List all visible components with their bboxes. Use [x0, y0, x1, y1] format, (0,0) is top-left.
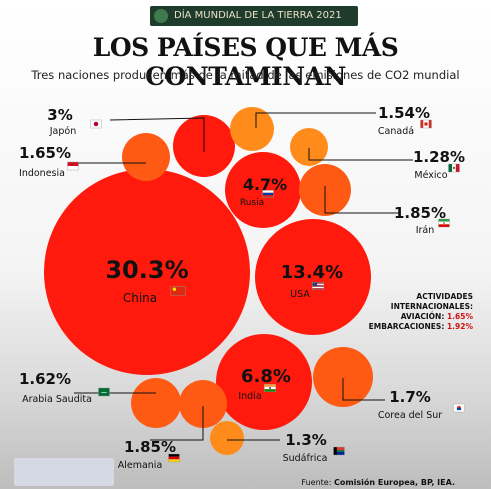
value-label-arabia-saudita: 1.62% — [19, 370, 71, 388]
country-label-alemania: Alemania — [118, 460, 163, 471]
leader-line-iran — [324, 186, 400, 214]
bubble-india — [216, 334, 312, 430]
note-line-1: ACTIVIDADES — [416, 292, 473, 301]
bubble-china — [44, 169, 250, 375]
value-label-usa: 13.4% — [281, 262, 343, 283]
bubble-corea-del-sur — [313, 347, 373, 407]
country-label-japon: Japón — [49, 126, 77, 137]
usa-flag-icon — [312, 282, 324, 291]
note-aviation: AVIACIÓN: 1.65% — [369, 312, 473, 322]
saudi-arabia-flag-icon — [98, 387, 110, 397]
south-korea-flag-icon — [453, 403, 465, 413]
aviation-value: 1.65% — [446, 312, 473, 321]
bubble-rusia — [225, 152, 301, 228]
bubble-usa — [255, 219, 371, 335]
bubble-alemania — [179, 380, 227, 428]
leader-line-corea-del-sur — [342, 378, 385, 401]
source-text: Comisión Europea, BP, IEA. — [333, 478, 455, 487]
china-flag-icon — [170, 286, 186, 297]
leader-line-mexico — [308, 148, 413, 161]
leader-line-canada — [255, 112, 376, 128]
value-label-japon: 3% — [47, 106, 72, 124]
bubble-indonesia — [122, 133, 170, 181]
leaf-icon — [154, 9, 168, 23]
note-line-2: INTERNACIONALES: — [390, 302, 473, 311]
country-label-sudafrica: Sudáfrica — [283, 453, 328, 464]
banner-text: DÍA MUNDIAL DE LA TIERRA 2021 — [174, 10, 342, 21]
value-label-alemania: 1.85% — [124, 438, 176, 456]
value-label-indonesia: 1.65% — [19, 144, 71, 162]
value-label-mexico: 1.28% — [413, 148, 465, 166]
international-activities-note: ACTIVIDADES INTERNACIONALES: AVIACIÓN: 1… — [369, 292, 473, 332]
south-africa-flag-icon — [333, 446, 345, 456]
value-label-corea-del-sur: 1.7% — [389, 388, 431, 406]
bubble-mexico — [290, 128, 328, 166]
note-shipping: EMBARCACIONES: 1.92% — [369, 322, 473, 332]
leader-line-alemania — [150, 406, 204, 441]
country-label-china: China — [123, 291, 157, 305]
india-flag-icon — [264, 384, 276, 393]
mexico-flag-icon — [448, 163, 460, 173]
japan-flag-icon — [90, 119, 102, 129]
aviation-label: AVIACIÓN: — [400, 312, 445, 321]
event-banner: DÍA MUNDIAL DE LA TIERRA 2021 — [150, 6, 358, 26]
value-label-india: 6.8% — [241, 366, 291, 387]
country-label-mexico: México — [414, 170, 447, 181]
country-label-iran: Irán — [416, 225, 435, 236]
value-label-canada: 1.54% — [378, 104, 430, 122]
country-label-india: India — [238, 391, 261, 402]
canada-flag-icon — [420, 119, 432, 129]
value-label-iran: 1.85% — [394, 204, 446, 222]
value-label-sudafrica: 1.3% — [285, 431, 327, 449]
indonesia-flag-icon — [67, 161, 79, 171]
country-label-corea-del-sur: Corea del Sur — [378, 410, 442, 421]
russia-flag-icon — [262, 190, 274, 198]
chart-subtitle: Tres naciones producen más de la mitad d… — [31, 68, 460, 82]
shipping-value: 1.92% — [446, 322, 473, 331]
source-prefix: Fuente: — [301, 478, 332, 487]
country-label-canada: Canadá — [378, 126, 414, 137]
country-label-usa: USA — [290, 289, 310, 300]
chart-title: LOS PAÍSES QUE MÁS CONTAMINAN — [92, 33, 399, 91]
shipping-label: EMBARCACIONES: — [368, 322, 445, 331]
country-label-rusia: Rusia — [240, 198, 264, 208]
germany-flag-icon — [168, 453, 180, 463]
country-label-indonesia: Indonesia — [19, 168, 65, 179]
iran-flag-icon — [438, 218, 450, 228]
bubble-sudafrica — [210, 421, 244, 455]
value-label-rusia: 4.7% — [243, 175, 287, 194]
bubble-arabia-saudita — [131, 378, 181, 428]
bubble-canada — [230, 107, 274, 151]
source-credit: Fuente: Comisión Europea, BP, IEA. — [301, 478, 455, 487]
value-label-china: 30.3% — [105, 256, 188, 284]
leader-line-japon — [109, 117, 205, 152]
blurred-logo-area — [14, 458, 114, 486]
country-label-arabia-saudita: Arabia Saudita — [22, 394, 92, 405]
